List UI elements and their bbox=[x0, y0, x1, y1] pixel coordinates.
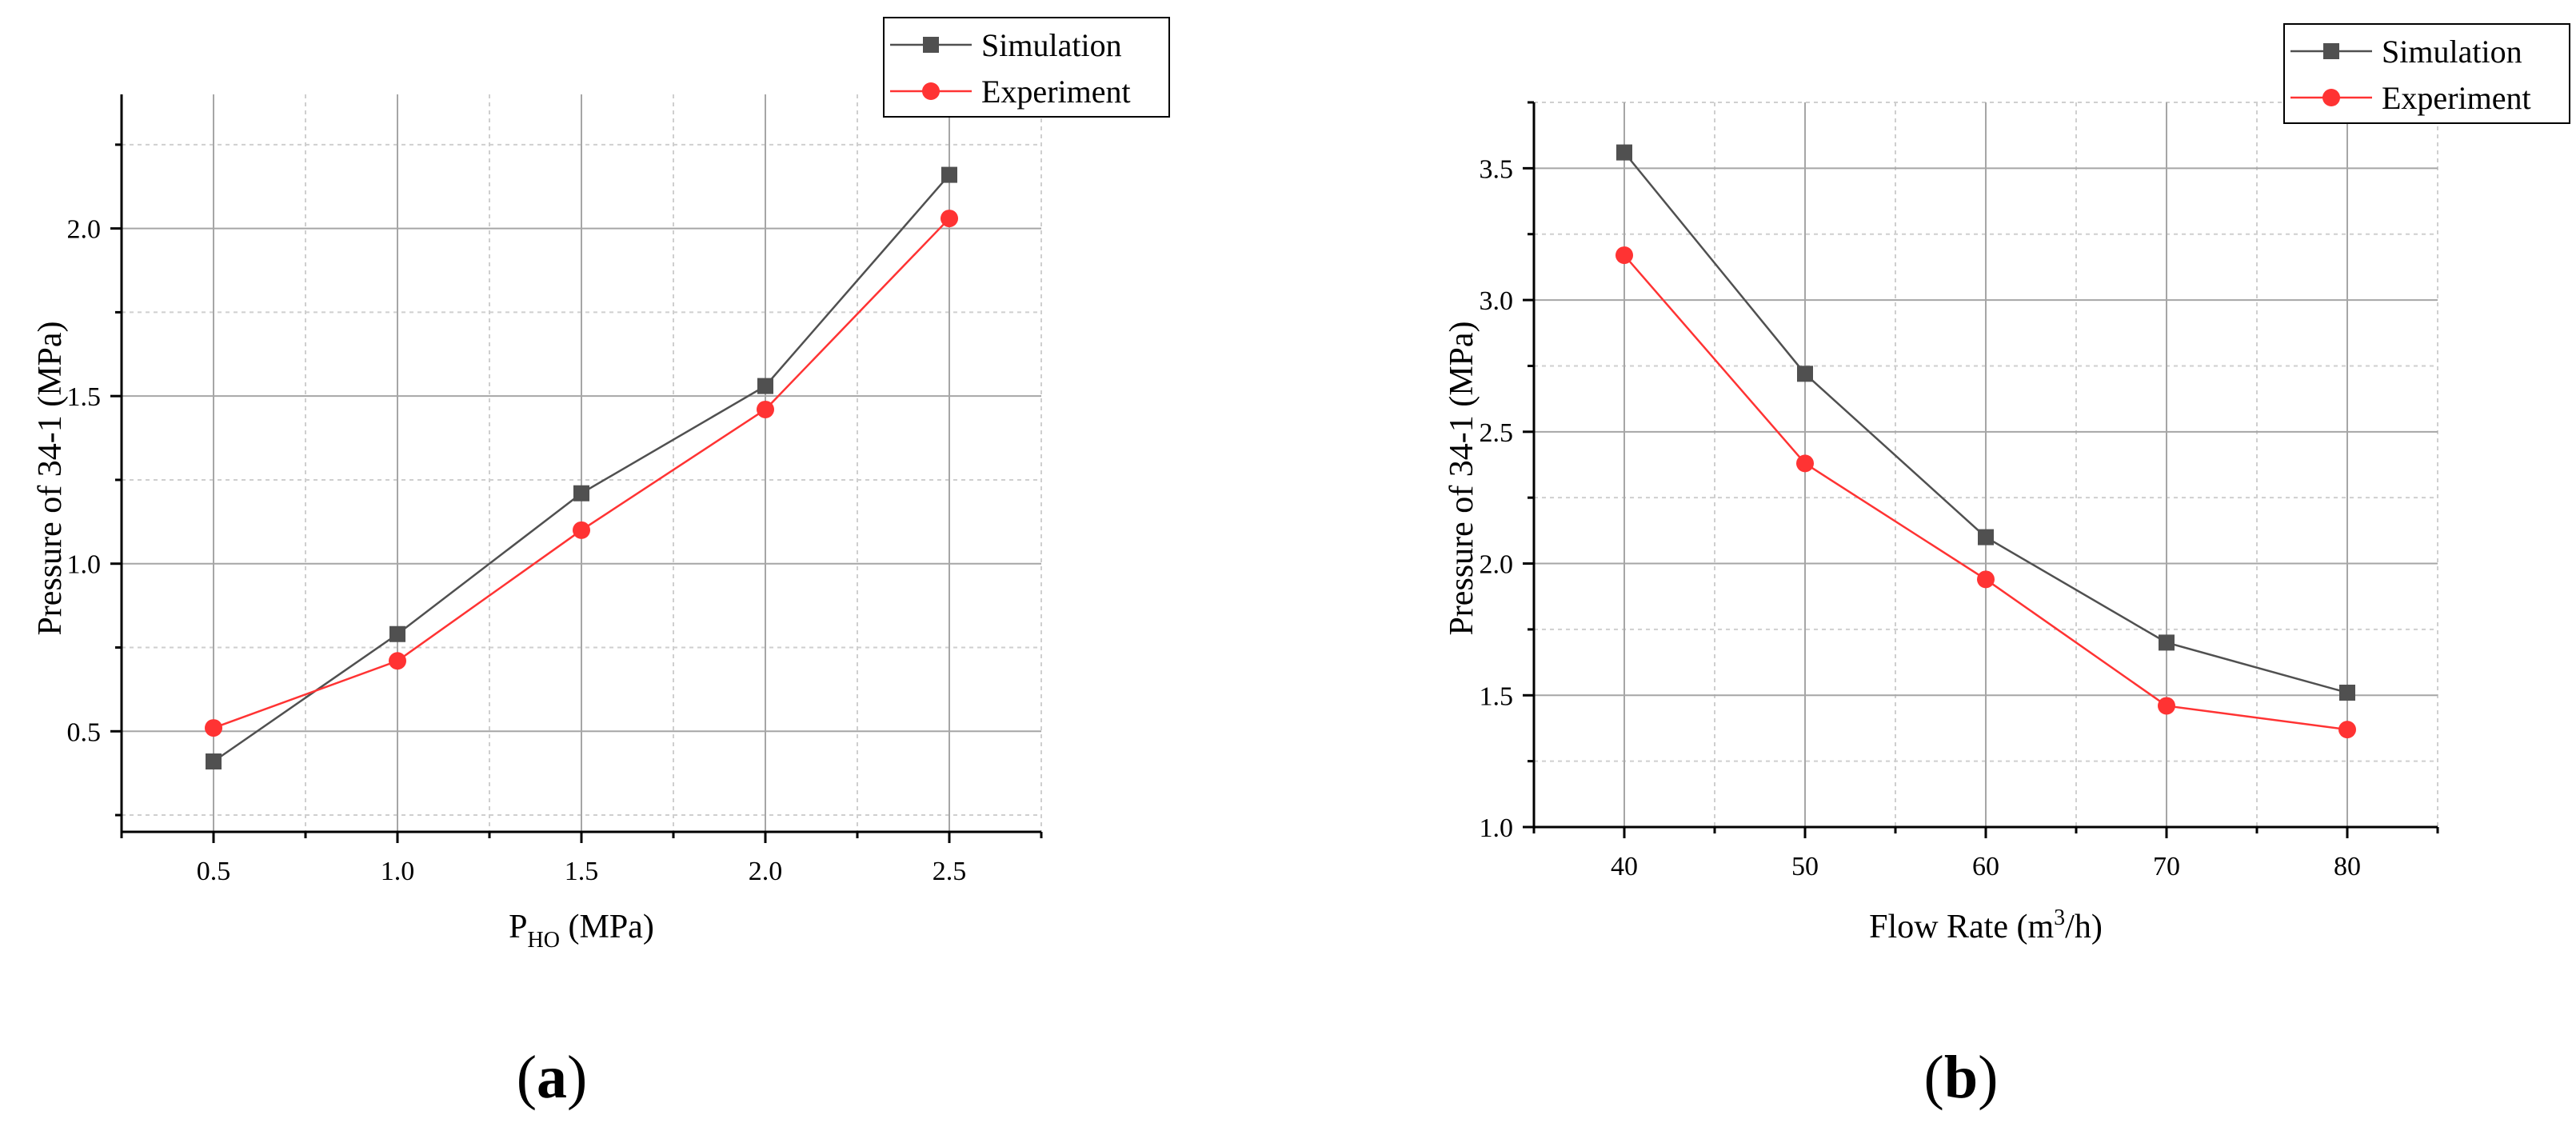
legend-marker-experiment bbox=[922, 82, 940, 100]
x-tick-label: 80 bbox=[2334, 852, 2361, 881]
panel-label-letter: a bbox=[537, 1044, 567, 1111]
data-point-experiment bbox=[205, 719, 222, 737]
y-tick-label: 1.0 bbox=[1480, 813, 1514, 843]
data-point-experiment bbox=[757, 400, 774, 418]
x-tick-label: 60 bbox=[1972, 852, 1999, 881]
legend-marker-simulation bbox=[923, 37, 939, 53]
y-tick-label: 2.5 bbox=[1480, 418, 1514, 448]
legend-box bbox=[2283, 23, 2570, 124]
legend-label-experiment: Experiment bbox=[2382, 80, 2531, 116]
data-point-simulation bbox=[2339, 684, 2355, 701]
x-tick-label: 0.5 bbox=[197, 857, 231, 886]
data-point-simulation bbox=[2159, 634, 2175, 651]
y-tick-label: 0.5 bbox=[67, 717, 102, 747]
panel-label: (a) bbox=[517, 1044, 588, 1111]
x-axis-label-superscript: 3 bbox=[2054, 905, 2065, 930]
x-axis-label-main: Flow Rate (m bbox=[1869, 909, 2054, 945]
x-tick-label: 1.0 bbox=[381, 857, 415, 886]
x-tick-label: 2.5 bbox=[933, 857, 967, 886]
legend-box bbox=[883, 17, 1170, 118]
legend-marker-experiment bbox=[2322, 89, 2340, 106]
data-point-simulation bbox=[206, 753, 222, 769]
data-point-experiment bbox=[941, 210, 958, 228]
y-tick-label: 2.0 bbox=[67, 215, 102, 245]
data-point-simulation bbox=[1978, 529, 1994, 546]
panel-label-letter: b bbox=[1944, 1044, 1978, 1111]
legend: Simulation Experiment bbox=[2283, 23, 2570, 124]
y-axis-label: Pressure of 34-1 (MPa) bbox=[1444, 321, 1480, 635]
legend-label-simulation: Simulation bbox=[981, 27, 1122, 63]
y-tick-label: 1.5 bbox=[67, 382, 102, 412]
y-tick-label: 3.5 bbox=[1480, 154, 1514, 184]
data-point-simulation bbox=[757, 378, 773, 394]
legend-marker-simulation bbox=[2323, 43, 2339, 59]
x-axis-label-tail: /h) bbox=[2065, 909, 2103, 945]
data-point-experiment bbox=[1977, 570, 1995, 589]
legend-label-experiment: Experiment bbox=[981, 74, 1131, 110]
x-tick-label: 70 bbox=[2153, 852, 2180, 881]
y-tick-label: 3.0 bbox=[1480, 286, 1514, 316]
x-tick-label: 2.0 bbox=[749, 857, 783, 886]
chart-panel-a: 0.5 1.0 1.5 2.0 2.5 0.5 1.0 1.5 2.0 Pressure of 3… bbox=[32, 17, 1170, 1111]
chart-panel-b: 40 50 60 70 80 1.0 1.5 2.0 2.5 3.0 3.5 Pressure of … bbox=[1444, 23, 2570, 1111]
panel-label-open-paren: ( bbox=[1924, 1044, 1944, 1111]
y-tick-label: 1.0 bbox=[67, 550, 102, 580]
y-tick-label: 1.5 bbox=[1480, 681, 1514, 711]
y-tick-label: 2.0 bbox=[1480, 550, 1514, 580]
data-point-experiment bbox=[1796, 454, 1814, 473]
data-point-simulation bbox=[389, 625, 405, 642]
data-point-simulation bbox=[1616, 144, 1632, 161]
data-point-experiment bbox=[1615, 246, 1633, 265]
data-point-simulation bbox=[573, 485, 589, 502]
data-point-experiment bbox=[389, 652, 406, 670]
x-axis-label-subscript: HO bbox=[528, 928, 560, 953]
y-axis-label: Pressure of 34-1 (MPa) bbox=[32, 321, 69, 635]
panel-label: (b) bbox=[1924, 1044, 1999, 1111]
panel-label-close-paren: ) bbox=[1978, 1044, 1998, 1111]
data-point-experiment bbox=[573, 521, 590, 539]
legend-label-simulation: Simulation bbox=[2382, 34, 2522, 70]
x-tick-label: 50 bbox=[1791, 852, 1819, 881]
x-tick-label: 1.5 bbox=[565, 857, 599, 886]
panel-label-open-paren: ( bbox=[517, 1044, 537, 1111]
panel-label-close-paren: ) bbox=[567, 1044, 587, 1111]
data-point-simulation bbox=[941, 166, 957, 183]
data-point-experiment bbox=[2338, 721, 2356, 739]
x-axis-label: Flow Rate (m3/h) bbox=[1869, 905, 2103, 945]
x-axis-label-tail: (MPa) bbox=[560, 909, 654, 945]
x-axis-label-main: P bbox=[509, 909, 527, 945]
x-axis-label: PHO (MPa) bbox=[509, 909, 654, 953]
legend: Simulation Experiment bbox=[883, 17, 1170, 118]
data-point-simulation bbox=[1797, 366, 1813, 382]
data-point-experiment bbox=[2158, 697, 2175, 715]
x-tick-label: 40 bbox=[1611, 852, 1638, 881]
